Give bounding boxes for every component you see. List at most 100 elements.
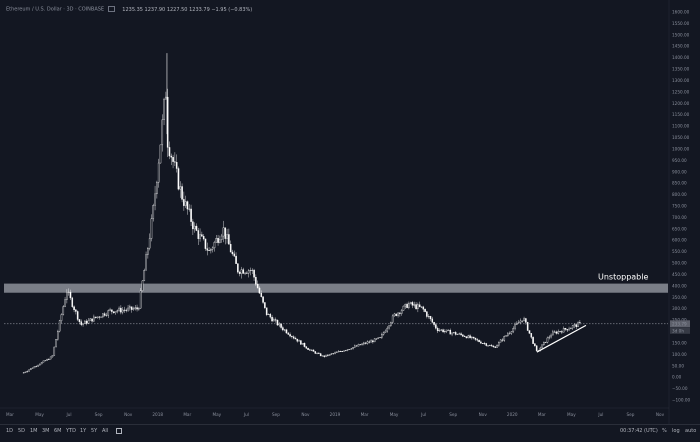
candle [80, 321, 83, 325]
candle [210, 248, 212, 251]
resistance-zone[interactable] [4, 283, 668, 293]
candle [201, 234, 203, 237]
candle [100, 316, 102, 318]
candle [487, 345, 489, 347]
candle [328, 354, 331, 356]
candle [46, 358, 48, 361]
auto-scale-toggle[interactable]: auto [685, 428, 697, 434]
candle [276, 319, 279, 326]
candle [111, 309, 113, 312]
timeframe-1m[interactable]: 1M [30, 428, 38, 434]
candle [541, 344, 543, 349]
candle [348, 348, 351, 350]
price-tick-label: 750.00 [672, 204, 687, 209]
candle [109, 309, 111, 311]
log-scale-toggle[interactable]: log [672, 428, 680, 434]
timeframe-ytd[interactable]: YTD [66, 428, 76, 434]
candle [568, 328, 570, 331]
candle [444, 331, 446, 333]
candle [24, 371, 27, 373]
price-tick-label: 1000.00 [672, 146, 690, 151]
candle [28, 369, 30, 372]
date-range-icon[interactable] [116, 428, 122, 434]
time-tick-label: Sep [449, 412, 457, 417]
candle [242, 269, 245, 274]
timeframe-6m[interactable]: 6M [54, 428, 62, 434]
candle [555, 331, 558, 334]
price-tick-label: 350.00 [672, 295, 687, 300]
timeframe-3m[interactable]: 3M [42, 428, 50, 434]
candle [577, 322, 579, 328]
timeframe-1y[interactable]: 1Y [80, 428, 87, 434]
candle [199, 234, 201, 239]
candle [107, 310, 110, 316]
timeframe-5d[interactable]: 5D [18, 428, 26, 434]
candle [366, 341, 369, 344]
price-tick-label: 100.00 [672, 352, 687, 357]
candle [168, 147, 171, 157]
candle [71, 297, 74, 307]
candle [325, 354, 327, 357]
candle [339, 351, 342, 352]
time-tick-label: Jul [66, 412, 72, 417]
candle [175, 161, 178, 169]
candle [152, 205, 155, 219]
candle [471, 336, 473, 339]
candle [183, 199, 185, 206]
candle [372, 340, 374, 343]
candle [296, 338, 299, 342]
price-tick-label: 1600.00 [672, 10, 690, 15]
candle [550, 334, 552, 338]
candle [307, 348, 309, 350]
time-tick-label: Nov [124, 412, 133, 417]
candle [267, 314, 270, 315]
timeframe-all[interactable]: All [102, 428, 109, 434]
time-tick-label: 2019 [330, 412, 341, 417]
candle [123, 309, 126, 311]
candle [125, 309, 128, 311]
candle [118, 307, 120, 311]
candle [222, 227, 225, 237]
utc-clock[interactable]: 00:37:42 (UTC) [620, 428, 658, 434]
candle [386, 327, 389, 332]
percent-scale-toggle[interactable]: % [662, 428, 667, 434]
candle [395, 313, 398, 316]
candle [341, 351, 344, 352]
support-trendline[interactable] [536, 324, 587, 353]
candle [85, 320, 88, 324]
candle [57, 331, 59, 340]
candle [147, 248, 149, 255]
candle [283, 329, 286, 331]
price-tick-label: 400.00 [672, 283, 687, 288]
candle [192, 221, 194, 230]
candle [391, 315, 394, 323]
price-tick-label: 550.00 [672, 249, 687, 254]
candle [370, 340, 372, 343]
candle [260, 292, 263, 297]
zone-annotation-label[interactable]: Unstoppable [598, 273, 648, 282]
candle [384, 330, 387, 333]
candle [215, 238, 218, 243]
compare-icon[interactable] [107, 6, 115, 12]
candle [534, 343, 536, 346]
candle [566, 329, 569, 331]
timeframe-1d[interactable]: 1D [6, 428, 14, 434]
candle [93, 316, 95, 322]
candle [312, 349, 315, 352]
candle [64, 299, 66, 307]
time-tick-label: Sep [95, 412, 103, 417]
price-tick-label: −50.00 [672, 386, 688, 391]
timeframe-5y[interactable]: 5Y [91, 428, 98, 434]
candle [305, 346, 308, 349]
candle [352, 347, 354, 349]
candle [397, 312, 399, 316]
candle [571, 325, 574, 329]
candle [393, 313, 396, 317]
candle [94, 316, 97, 318]
candle [87, 320, 90, 324]
candle [31, 367, 34, 369]
symbol-title[interactable]: Ethereum / U.S. Dollar · 3D · COINBASE [6, 6, 105, 13]
candle [237, 263, 239, 273]
